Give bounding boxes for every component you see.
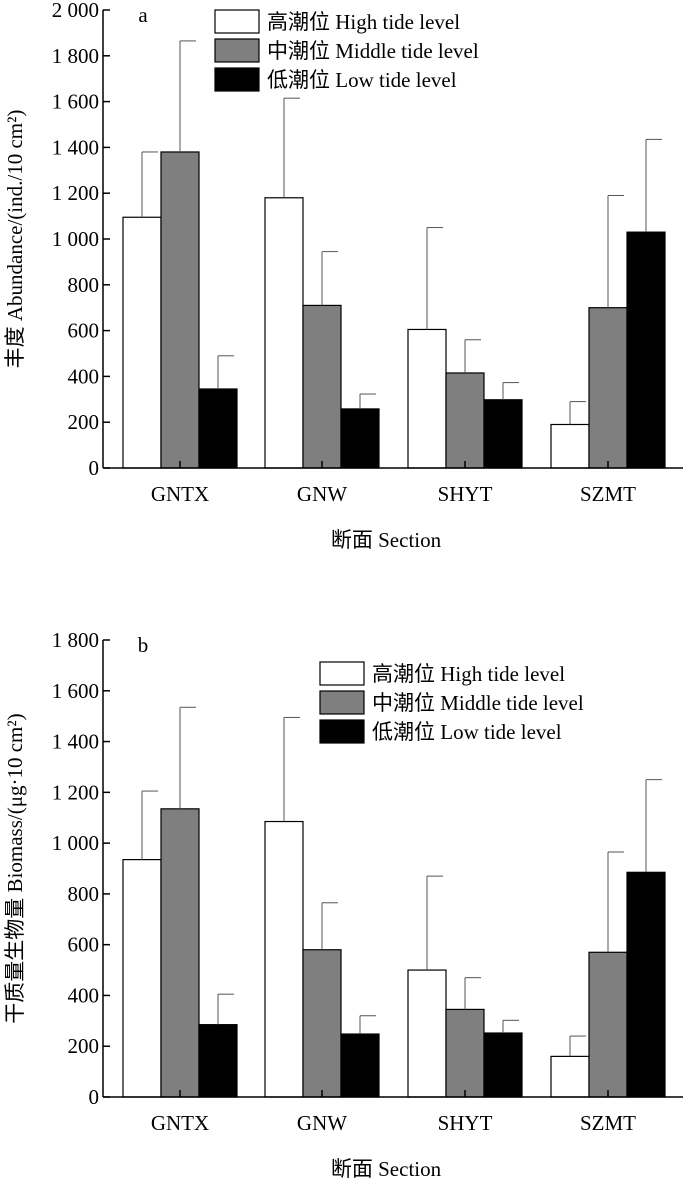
y-tick-label: 0 xyxy=(89,1085,100,1109)
x-tick-label: SZMT xyxy=(580,1111,636,1135)
panel-label: b xyxy=(138,633,149,657)
y-tick-label: 400 xyxy=(68,364,100,388)
bar-szmt-series-3 xyxy=(626,871,666,1098)
x-tick-label: GNTX xyxy=(151,482,209,506)
x-tick-label: SHYT xyxy=(438,482,493,506)
bar-gnw-series-2 xyxy=(302,304,342,469)
y-tick-label: 1 400 xyxy=(52,135,99,159)
x-axis-title: 断面 Section xyxy=(331,528,442,552)
bar-gnw-series-2 xyxy=(302,949,342,1098)
bar-gntx-series-2 xyxy=(160,151,200,469)
y-tick-label: 800 xyxy=(68,273,100,297)
y-tick-label: 0 xyxy=(89,456,100,480)
chart-panel-b: 0 200 400 600 800 1 000 1 200 1 400 1 600 1 800 GN… xyxy=(3,628,683,1181)
bar-szmt-series-3 xyxy=(626,231,666,469)
bar-szmt-series-2 xyxy=(588,307,628,469)
y-tick-label: 1 800 xyxy=(52,628,99,652)
bar-gntx-series-3 xyxy=(198,388,238,469)
y-tick-label: 800 xyxy=(68,882,100,906)
legend-swatch-3 xyxy=(214,67,260,92)
bar-gnw-series-3 xyxy=(340,1033,380,1098)
legend-swatch-3 xyxy=(319,719,365,744)
legend-label-1: 高潮位 High tide level xyxy=(267,10,460,34)
x-tick-label: SHYT xyxy=(438,1111,493,1135)
x-tick-label: SZMT xyxy=(580,482,636,506)
bar-gnw-series-3 xyxy=(340,408,380,469)
legend-label-3: 低潮位 Low tide level xyxy=(372,720,562,744)
x-tick-label: GNW xyxy=(297,1111,347,1135)
y-tick-label: 1 600 xyxy=(52,679,99,703)
bar-gntx-series-1 xyxy=(122,216,162,469)
y-tick-label: 400 xyxy=(68,983,100,1007)
x-tick-label: GNW xyxy=(297,482,347,506)
y-axis-title: 干质量生物量 Biomass/(μg·10 cm²) xyxy=(3,713,27,1023)
y-axis-title: 丰度 Abundance/(ind./10 cm²) xyxy=(3,110,27,369)
bar-shyt-series-3 xyxy=(483,1032,523,1098)
bar-szmt-series-2 xyxy=(588,951,628,1098)
x-tick-label: GNTX xyxy=(151,1111,209,1135)
y-tick-label: 200 xyxy=(68,1034,100,1058)
bar-shyt-series-2 xyxy=(445,372,485,469)
bar-gnw-series-1 xyxy=(264,820,304,1098)
bar-shyt-series-1 xyxy=(407,328,447,469)
legend-label-3: 低潮位 Low tide level xyxy=(267,68,457,92)
bar-shyt-series-3 xyxy=(483,399,523,469)
legend-swatch-2 xyxy=(214,38,260,63)
legend-label-2: 中潮位 Middle tide level xyxy=(372,691,584,715)
y-tick-label: 1 400 xyxy=(52,730,99,754)
bar-shyt-series-1 xyxy=(407,969,447,1098)
y-tick-label: 1 800 xyxy=(52,44,99,68)
legend-swatch-2 xyxy=(319,690,365,715)
legend-label-2: 中潮位 Middle tide level xyxy=(267,39,479,63)
y-tick-label: 1 000 xyxy=(52,227,99,251)
y-tick-label: 600 xyxy=(68,319,100,343)
legend-swatch-1 xyxy=(214,9,260,34)
y-tick-label: 2 000 xyxy=(52,0,99,22)
bar-shyt-series-2 xyxy=(445,1008,485,1098)
legend-swatch-1 xyxy=(319,661,365,686)
bar-szmt-series-1 xyxy=(550,1055,590,1098)
bar-szmt-series-1 xyxy=(550,423,590,469)
bar-gnw-series-1 xyxy=(264,197,304,469)
bar-gntx-series-1 xyxy=(122,859,162,1098)
chart-panel-a: 0 200 400 600 800 1 000 1 200 1 400 1 600 1 800 2 … xyxy=(3,0,683,552)
y-tick-label: 1 200 xyxy=(52,181,99,205)
panel-label: a xyxy=(138,3,148,27)
y-tick-label: 1 200 xyxy=(52,780,99,804)
bar-gntx-series-2 xyxy=(160,808,200,1098)
y-tick-label: 600 xyxy=(68,933,100,957)
y-tick-label: 1 600 xyxy=(52,90,99,114)
y-tick-label: 200 xyxy=(68,410,100,434)
bar-gntx-series-3 xyxy=(198,1024,238,1098)
x-axis-title: 断面 Section xyxy=(331,1157,442,1181)
y-tick-label: 1 000 xyxy=(52,831,99,855)
legend-label-1: 高潮位 High tide level xyxy=(372,662,565,686)
